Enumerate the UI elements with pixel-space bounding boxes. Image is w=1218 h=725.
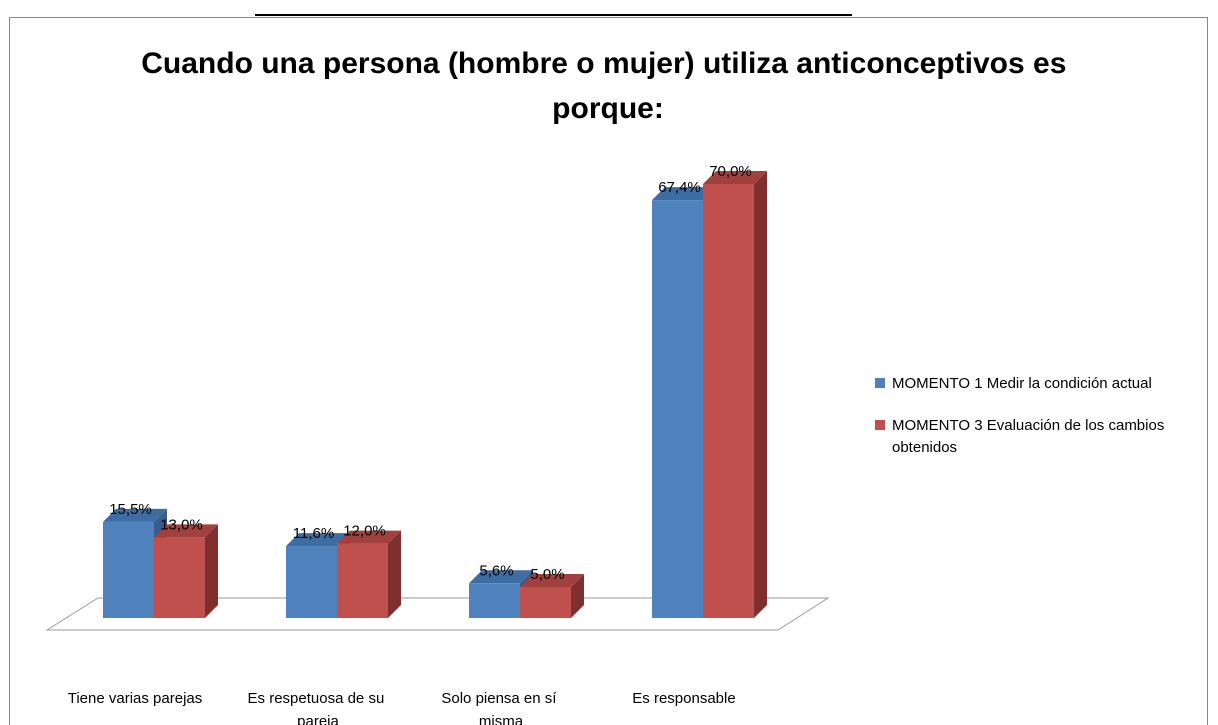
x-tick-label: Tiene varias parejas (68, 690, 203, 707)
bar-top (103, 508, 167, 522)
bar-top (286, 533, 350, 547)
bar-side (571, 574, 584, 618)
chart-border (9, 17, 1208, 725)
x-tick-label: Solo piensa en sí misma (441, 690, 560, 725)
data-label: 67,4% (658, 179, 701, 196)
bar-side (388, 530, 401, 618)
x-tick-label: Es respetuosa de su pareja (248, 690, 389, 725)
legend-label: MOMENTO 3 Evaluación de los cambios obte… (892, 417, 1169, 456)
legend-swatch (875, 378, 885, 388)
data-label: 5,6% (479, 562, 513, 579)
legend-swatch (875, 420, 885, 430)
x-tick-label-line: misma (479, 713, 524, 725)
x-tick-label: Es responsable (632, 690, 735, 707)
bar (286, 546, 337, 618)
chart-title: Cuando una persona (hombre o mujer) util… (141, 47, 1074, 125)
bar-side (205, 524, 218, 618)
data-label: 11,6% (293, 525, 334, 542)
data-label: 12,0% (343, 523, 386, 540)
legend-label-line: obtenidos (892, 439, 957, 456)
bar (337, 543, 388, 618)
x-tick-label-line: Es respetuosa de su (248, 690, 389, 707)
bar (652, 200, 703, 618)
chart-title-line: porque: (552, 92, 664, 125)
x-tick-label-line: Tiene varias parejas (68, 690, 203, 707)
floor (45, 597, 830, 631)
data-label: 15,5% (109, 501, 152, 518)
bar-top (337, 530, 401, 544)
data-label: 70,0% (709, 163, 752, 180)
bar (520, 587, 571, 618)
bar-top (652, 187, 716, 201)
x-tick-label-line: Es responsable (632, 690, 735, 707)
data-label: 13,0% (160, 516, 203, 533)
x-tick-label-line: Solo piensa en sí (441, 690, 560, 707)
bar (703, 184, 754, 618)
bar-top (154, 524, 218, 538)
legend-label-line: MOMENTO 3 Evaluación de los cambios (892, 417, 1169, 434)
bar (469, 583, 520, 618)
legend-label: MOMENTO 1 Medir la condición actual (892, 375, 1152, 392)
chart-title-line: Cuando una persona (hombre o mujer) util… (141, 47, 1074, 80)
bar (154, 537, 205, 618)
bar (103, 521, 154, 618)
bar-top (520, 574, 584, 587)
data-label: 5,0% (530, 566, 564, 583)
bar-top (469, 570, 533, 584)
bar-top (703, 171, 767, 184)
x-tick-label-line: pareja (297, 713, 339, 725)
bar-side (754, 171, 767, 618)
legend-label-line: MOMENTO 1 Medir la condición actual (892, 375, 1152, 392)
